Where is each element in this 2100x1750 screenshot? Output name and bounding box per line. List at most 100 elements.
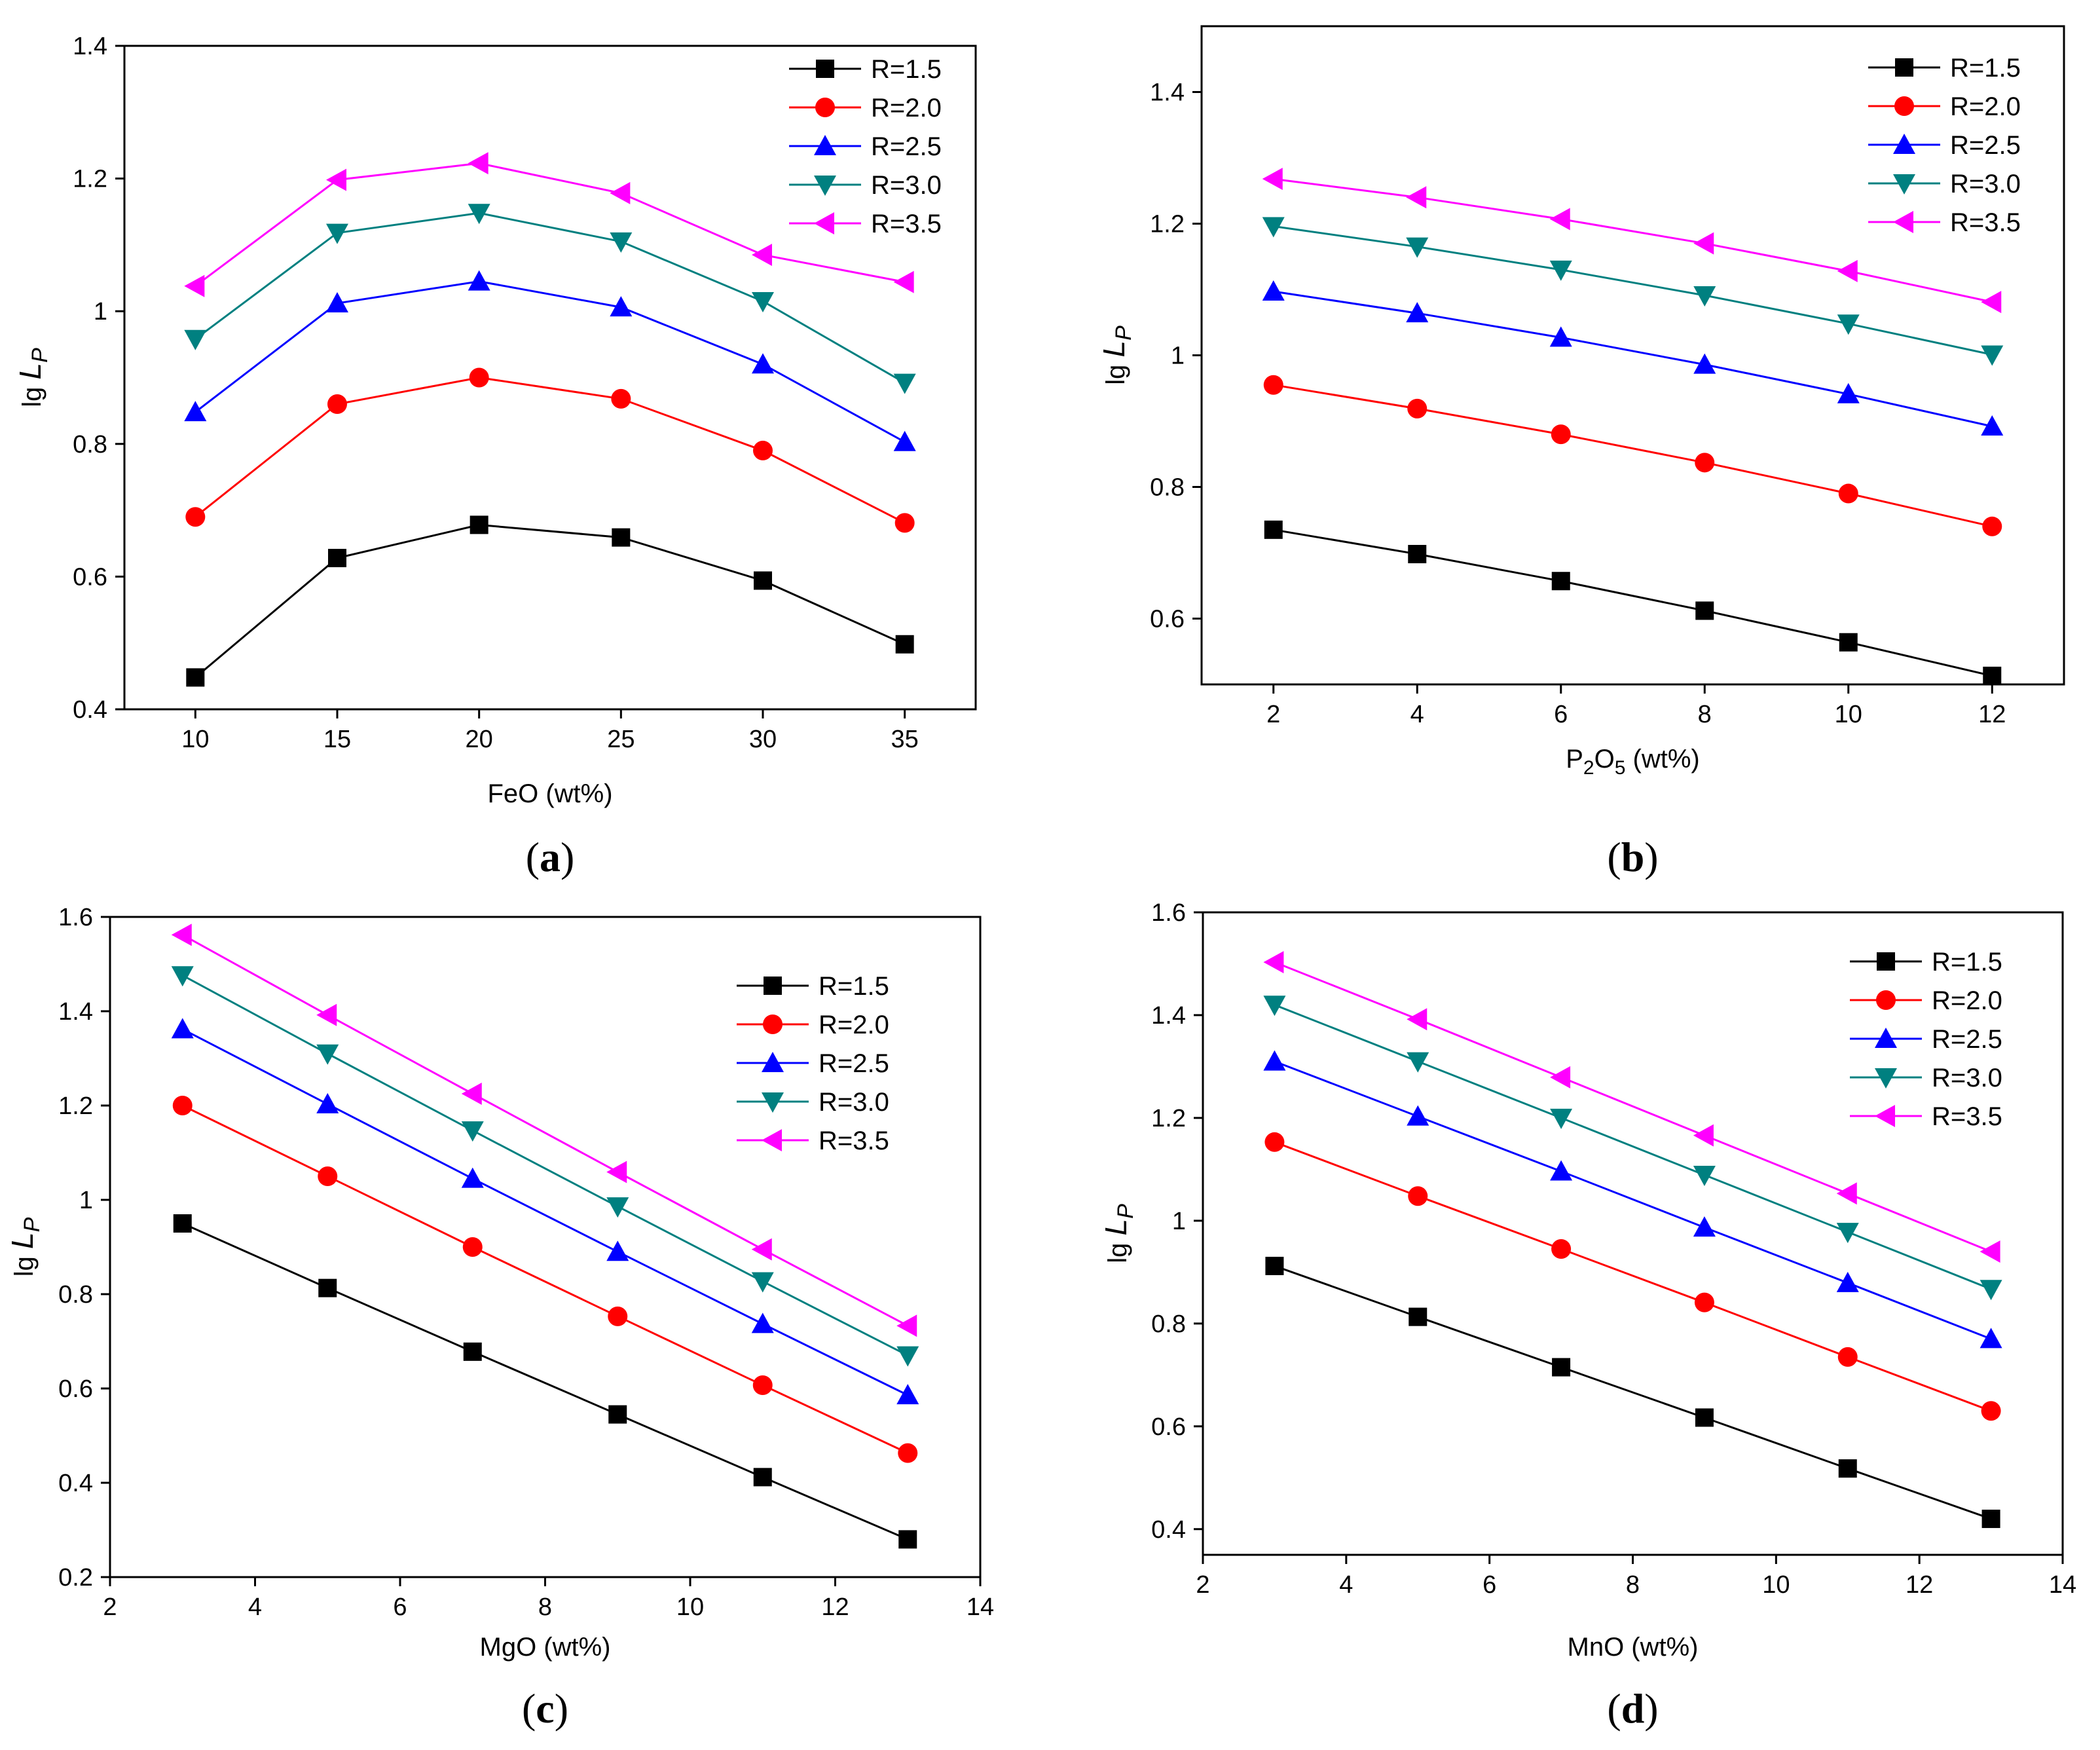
data-point xyxy=(893,270,914,293)
series-line xyxy=(182,1028,908,1396)
series-R-3-5 xyxy=(171,923,917,1337)
data-point xyxy=(1693,286,1716,307)
data-point xyxy=(611,388,631,409)
data-point xyxy=(1980,1328,2002,1349)
x-tick-label: 6 xyxy=(1483,1571,1496,1599)
data-point xyxy=(1837,259,1858,282)
data-point xyxy=(1406,186,1427,209)
data-point xyxy=(316,1003,337,1026)
data-point xyxy=(1549,260,1572,281)
data-point xyxy=(1263,951,1284,974)
series-line xyxy=(1274,1141,1992,1412)
y-tick-label: 1 xyxy=(94,298,107,326)
data-point xyxy=(1837,1347,1858,1367)
y-tick-label: 0.2 xyxy=(58,1564,93,1592)
legend-label: R=3.5 xyxy=(871,210,942,238)
panel-label: (b) xyxy=(1607,834,1658,880)
data-point xyxy=(469,367,489,388)
legend-marker xyxy=(1893,134,1915,154)
data-point xyxy=(1552,1358,1571,1377)
data-point xyxy=(1836,1182,1857,1205)
y-tick-label: 1.6 xyxy=(58,904,93,931)
legend-label: R=3.0 xyxy=(1932,1064,2002,1092)
data-point xyxy=(894,513,915,533)
x-axis-title: FeO (wt%) xyxy=(487,779,612,808)
legend-marker xyxy=(1895,58,1913,77)
legend-marker xyxy=(1875,1068,1897,1089)
legend-entry: R=2.5 xyxy=(737,1049,889,1078)
series-R-3-0 xyxy=(184,204,916,394)
series-line xyxy=(194,376,906,524)
data-point xyxy=(1551,572,1570,591)
data-point xyxy=(1263,996,1286,1016)
data-point xyxy=(468,270,490,291)
y-tick-label: 0.4 xyxy=(1151,1516,1186,1544)
data-point xyxy=(610,181,631,204)
x-tick-label: 4 xyxy=(1410,701,1424,728)
series-R-3-5 xyxy=(184,152,914,297)
legend-marker xyxy=(762,1129,782,1151)
data-point xyxy=(751,1272,774,1293)
data-point xyxy=(1981,345,2004,366)
legend-label: R=2.5 xyxy=(1950,131,2021,160)
y-axis-title: lg LP xyxy=(5,1217,45,1276)
y-tick-label: 0.8 xyxy=(58,1281,93,1309)
y-tick-label: 1.4 xyxy=(58,998,93,1026)
x-tick-label: 12 xyxy=(1906,1571,1933,1599)
data-point xyxy=(470,515,488,534)
data-point xyxy=(171,1018,194,1039)
data-point xyxy=(1550,1066,1571,1089)
data-point xyxy=(752,292,774,313)
data-point xyxy=(1838,1459,1857,1478)
data-point xyxy=(1693,1216,1716,1237)
series-R-2-0 xyxy=(185,367,915,533)
legend-label: R=1.5 xyxy=(1932,948,2002,977)
legend-label: R=1.5 xyxy=(819,972,889,1001)
y-tick-label: 1.4 xyxy=(73,33,107,60)
data-point xyxy=(1407,1008,1428,1031)
y-tick-label: 1.6 xyxy=(1151,899,1186,927)
data-point xyxy=(606,1161,627,1183)
y-tick-label: 0.8 xyxy=(1151,1311,1186,1338)
legend-label: R=3.5 xyxy=(819,1126,889,1155)
series-line xyxy=(194,162,905,287)
legend-marker xyxy=(1893,174,1915,195)
data-point xyxy=(1550,1160,1573,1181)
data-point xyxy=(1694,1292,1714,1312)
legend-label: R=2.0 xyxy=(871,94,942,122)
data-point xyxy=(753,440,773,460)
data-point xyxy=(1264,520,1283,539)
legend-marker xyxy=(764,977,782,995)
data-point xyxy=(896,1384,919,1405)
legend-entry: R=2.0 xyxy=(1850,986,2002,1015)
data-point xyxy=(1981,1510,2000,1529)
y-tick-label: 0.4 xyxy=(73,696,107,724)
legend-marker xyxy=(1877,952,1895,971)
data-point xyxy=(1693,353,1716,374)
x-tick-label: 30 xyxy=(749,726,777,753)
legend-entry: R=2.0 xyxy=(789,94,942,122)
data-point xyxy=(461,1167,484,1188)
x-tick-label: 4 xyxy=(1339,1571,1353,1599)
series-line xyxy=(1274,961,1992,1253)
x-tick-label: 10 xyxy=(1835,701,1862,728)
data-point xyxy=(1264,1132,1285,1152)
series-R-1-5 xyxy=(186,515,914,687)
x-tick-label: 4 xyxy=(248,1593,262,1621)
legend-label: R=3.0 xyxy=(819,1088,889,1117)
data-point xyxy=(171,923,192,946)
legend-marker xyxy=(1875,1105,1895,1127)
x-axis-title: MgO (wt%) xyxy=(480,1633,611,1662)
legend-label: R=3.0 xyxy=(871,171,942,200)
data-point xyxy=(327,394,347,415)
legend-marker xyxy=(816,60,834,78)
data-point xyxy=(1837,382,1860,403)
legend-marker xyxy=(1894,96,1914,116)
y-tick-label: 1.2 xyxy=(73,166,107,193)
data-point xyxy=(1406,237,1429,258)
data-point xyxy=(1981,1401,2001,1421)
data-point xyxy=(608,1306,628,1326)
data-point xyxy=(326,168,346,191)
data-point xyxy=(1408,545,1427,564)
x-tick-label: 25 xyxy=(607,726,635,753)
